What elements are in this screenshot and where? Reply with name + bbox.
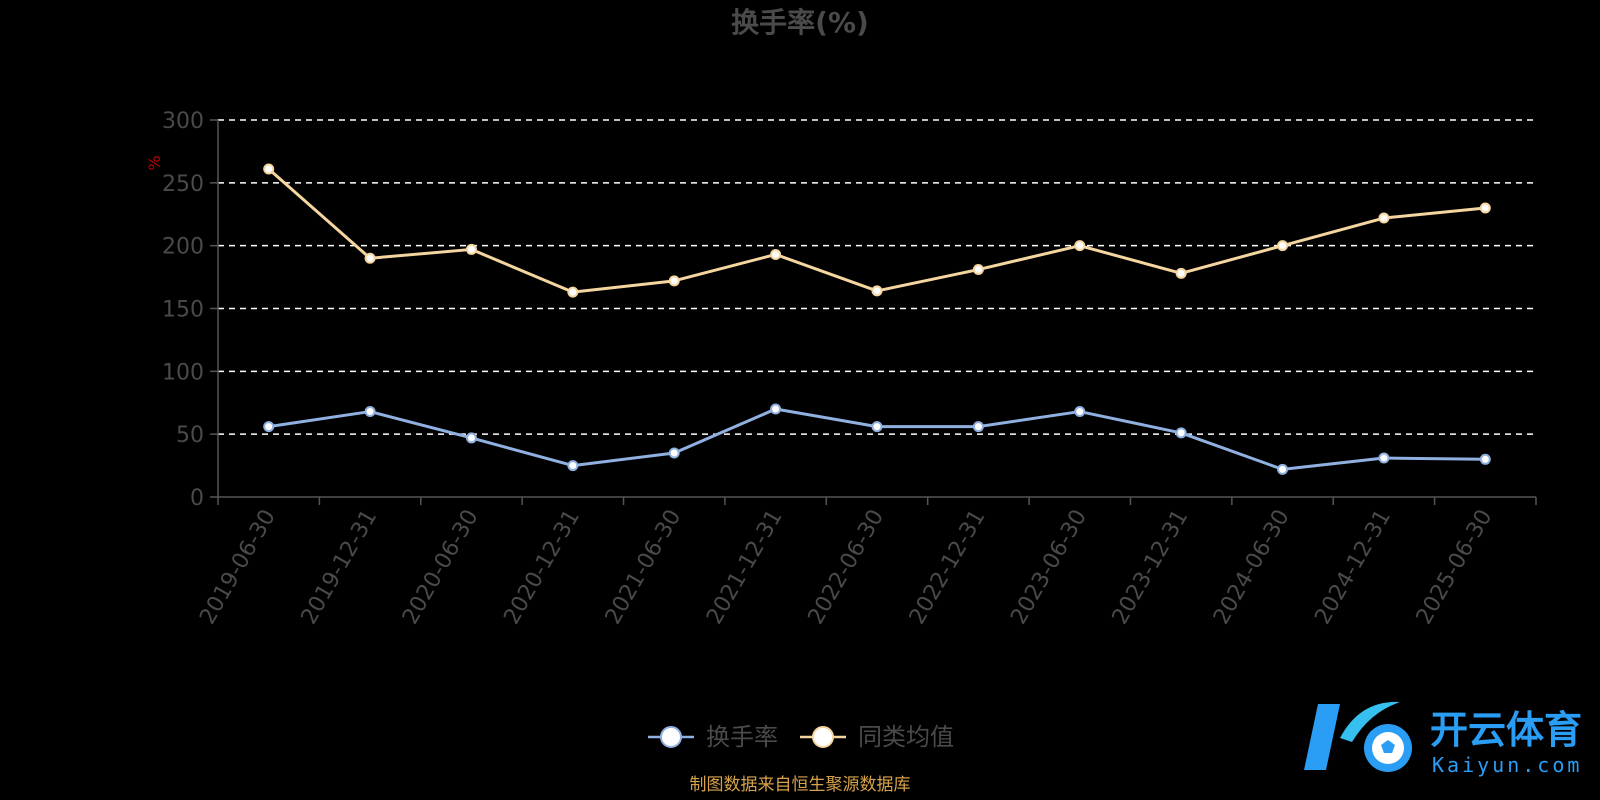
legend-label: 换手率 [706, 723, 778, 751]
x-tick-label: 2020-06-30 [398, 506, 484, 629]
data-source-note: 制图数据来自恒生聚源数据库 [690, 775, 911, 795]
series-0-point[interactable] [1378, 452, 1390, 464]
x-tick-label: 2023-06-30 [1006, 506, 1092, 629]
y-tick-label: 300 [162, 109, 204, 134]
x-tick-label: 2021-12-31 [702, 506, 788, 629]
x-tick-label: 2019-12-31 [297, 506, 383, 629]
series-1-point[interactable] [263, 163, 275, 175]
legend-label: 同类均值 [858, 723, 954, 751]
y-tick-label: 50 [176, 423, 204, 448]
series-1-point[interactable] [1277, 240, 1289, 252]
y-axis-unit: % [145, 155, 164, 170]
series-1-point[interactable] [364, 252, 376, 264]
x-tick-label: 2019-06-30 [195, 506, 281, 629]
series-1-point[interactable] [465, 243, 477, 255]
series-0-point[interactable] [668, 447, 680, 459]
series-0-point[interactable] [1277, 463, 1289, 475]
y-tick-label: 0 [190, 486, 204, 511]
x-tick-label: 2023-12-31 [1108, 506, 1194, 629]
series-1-point[interactable] [1378, 212, 1390, 224]
series-line-1 [267, 167, 1486, 294]
series-1-point[interactable] [668, 275, 680, 287]
series-1-point[interactable] [871, 285, 883, 297]
series [263, 163, 1491, 475]
series-0-point[interactable] [972, 421, 984, 433]
y-tick-label: 150 [162, 298, 204, 323]
legend-marker [812, 726, 834, 748]
series-0-point[interactable] [465, 432, 477, 444]
series-0-point[interactable] [770, 403, 782, 415]
legend[interactable]: 换手率 同类均值 [648, 723, 954, 751]
series-1-point[interactable] [972, 264, 984, 276]
chart-title: 换手率(%) [731, 6, 869, 39]
series-0-point[interactable] [364, 406, 376, 418]
x-tick-labels: 2019-06-30 2019-12-31 2020-06-30 2020-12-31… [195, 506, 1497, 629]
y-tick-labels: 0 50 100 150 200 250 300 [162, 109, 204, 511]
y-tick-label: 200 [162, 235, 204, 260]
axes [210, 119, 1537, 505]
series-0-point[interactable] [1074, 406, 1086, 418]
legend-marker [660, 726, 682, 748]
y-tick-label: 250 [162, 172, 204, 197]
series-0-point[interactable] [263, 421, 275, 433]
x-tick-label: 2020-12-31 [499, 506, 585, 629]
series-1-point[interactable] [1479, 202, 1491, 214]
series-0-point[interactable] [1479, 453, 1491, 465]
legend-item-peer-average[interactable]: 同类均值 [800, 723, 954, 751]
watermark-en: Kaiyun.com [1432, 753, 1582, 777]
x-tick-label: 2021-06-30 [601, 506, 687, 629]
x-tick-label: 2022-12-31 [905, 506, 991, 629]
series-1-point[interactable] [1175, 267, 1187, 279]
x-tick-label: 2024-06-30 [1209, 506, 1295, 629]
series-line-0 [268, 407, 1486, 471]
kaiyun-logo-icon [1304, 701, 1412, 772]
watermark-cn: 开云体育 [1430, 708, 1582, 752]
x-tick-label: 2022-06-30 [804, 506, 890, 629]
series-0-point[interactable] [1175, 427, 1187, 439]
y-tick-label: 100 [162, 360, 204, 385]
watermark-logo: 开云体育 Kaiyun.com [1304, 701, 1582, 777]
legend-item-turnover[interactable]: 换手率 [648, 723, 778, 751]
grid-lines [218, 119, 1536, 435]
series-1-point[interactable] [770, 248, 782, 260]
series-1-point[interactable] [567, 286, 579, 298]
series-1-point[interactable] [1074, 240, 1086, 252]
x-tick-label: 2024-12-31 [1310, 506, 1396, 629]
series-0-point[interactable] [567, 460, 579, 472]
x-tick-label: 2025-06-30 [1412, 506, 1498, 629]
series-0-point[interactable] [871, 421, 883, 433]
